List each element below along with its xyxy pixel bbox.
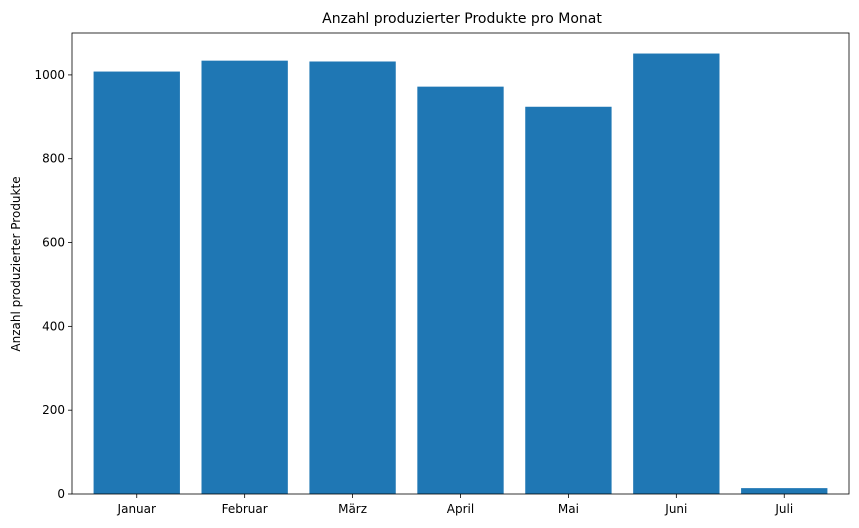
y-tick-label: 600 xyxy=(42,236,65,250)
bar-5 xyxy=(633,53,720,494)
plot-frame xyxy=(71,32,850,495)
x-tick-label: Januar xyxy=(117,502,156,516)
chart-title: Anzahl produzierter Produkte pro Monat xyxy=(322,11,602,27)
y-tick-label: 0 xyxy=(57,487,65,501)
bar-4 xyxy=(525,106,612,494)
y-axis-ticks: 0 200 400 600 800 1000 xyxy=(34,68,72,501)
y-tick-label: 1000 xyxy=(34,68,65,82)
x-axis-ticks: Januar Februar März April Mai Juni Juli xyxy=(117,494,793,516)
x-tick-label: Juni xyxy=(664,502,687,516)
y-tick-label: 800 xyxy=(42,152,65,166)
y-axis-label: Anzahl produzierter Produkte xyxy=(9,176,23,351)
x-tick-label: April xyxy=(447,502,474,516)
bar-6 xyxy=(741,488,828,494)
x-tick-label: Juli xyxy=(774,502,793,516)
bar-2 xyxy=(309,61,396,495)
bar-0 xyxy=(93,71,180,494)
bar-3 xyxy=(417,86,504,494)
y-tick-label: 400 xyxy=(42,319,65,333)
y-tick-label: 200 xyxy=(42,403,65,417)
x-tick-label: Mai xyxy=(558,502,579,516)
bar-1 xyxy=(201,60,288,494)
x-tick-label: Februar xyxy=(222,502,268,516)
x-tick-label: März xyxy=(338,502,367,516)
bars-layer xyxy=(93,53,828,495)
